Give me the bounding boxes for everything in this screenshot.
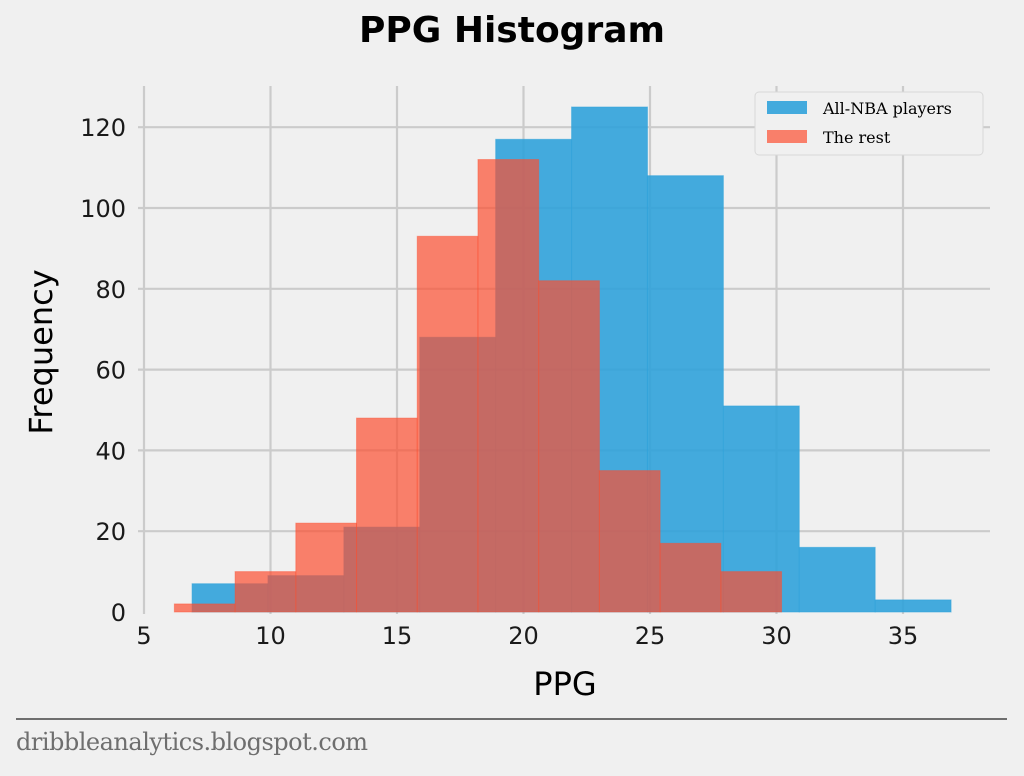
- y-axis-label: Frequency: [22, 269, 60, 434]
- y-tick-label: 0: [111, 599, 126, 627]
- x-tick-label: 5: [136, 622, 151, 650]
- y-tick-label: 120: [80, 114, 126, 142]
- y-tick-label: 20: [95, 518, 126, 546]
- y-tick-label: 40: [95, 437, 126, 465]
- histogram-bar: [416, 235, 479, 613]
- source-credit: dribbleanalytics.blogspot.com: [16, 728, 368, 756]
- histogram-bar: [234, 571, 297, 613]
- histogram-bars: [173, 106, 952, 613]
- legend-swatch-all-nba: [767, 101, 807, 114]
- y-tick-label: 100: [80, 195, 126, 223]
- footer-divider: [16, 718, 1007, 720]
- y-tick-label: 60: [95, 357, 126, 385]
- legend-swatch-the-rest: [767, 130, 807, 143]
- y-tick-label: 80: [95, 276, 126, 304]
- x-axis-label: PPG: [533, 665, 596, 703]
- histogram-bar: [295, 522, 358, 613]
- histogram-bar: [477, 159, 540, 613]
- legend-label-all-nba: All-NBA players: [822, 99, 952, 118]
- legend-box: [754, 91, 984, 156]
- x-tick-label: 30: [761, 622, 792, 650]
- x-tick-label: 25: [635, 622, 666, 650]
- histogram-bar: [538, 280, 600, 613]
- histogram-bar: [720, 571, 783, 613]
- x-tick-label: 20: [508, 622, 539, 650]
- histogram-bar: [798, 546, 876, 613]
- axis-ticks: 5 10 15 20 25 30 35 0 20 40 60 80 100 120: [80, 114, 918, 650]
- x-tick-label: 10: [255, 622, 286, 650]
- legend-label-the-rest: The rest: [823, 128, 891, 147]
- histogram-bar: [598, 470, 661, 613]
- series-the-rest: [173, 159, 783, 613]
- legend: All-NBA players The rest: [754, 91, 984, 156]
- histogram-bar: [659, 542, 722, 613]
- histogram-bar: [173, 603, 236, 613]
- histogram-bar: [874, 599, 952, 613]
- x-tick-label: 15: [382, 622, 413, 650]
- histogram-bar: [356, 417, 418, 613]
- chart-title: PPG Histogram: [358, 10, 666, 51]
- x-tick-label: 35: [888, 622, 919, 650]
